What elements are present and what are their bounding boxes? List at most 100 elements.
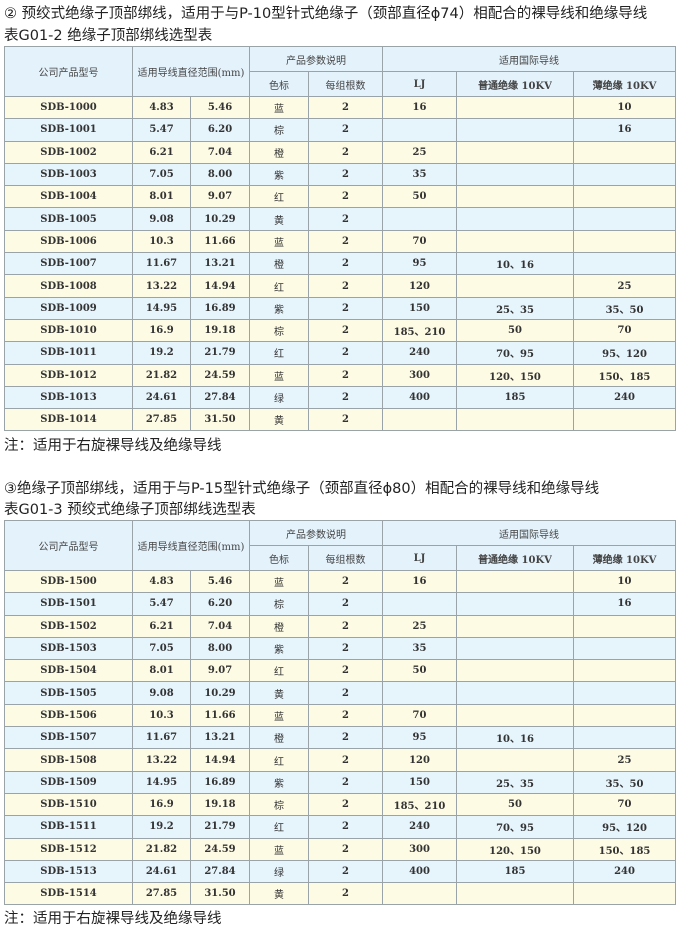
- header-thin: 薄绝缘 10KV: [572, 71, 677, 97]
- cell-normal-10kv: [456, 614, 574, 638]
- cell-range-min: 21.82: [132, 837, 191, 861]
- table-row: SDB-1511 19.2 21.79 红 2 240 70、95 95、120: [4, 815, 677, 839]
- cell-normal-10kv: [456, 162, 574, 187]
- cell-lj: [382, 118, 457, 142]
- cell-color: 棕: [249, 118, 309, 142]
- cell-model: SDB-1006: [4, 229, 133, 254]
- cell-range-min: 9.08: [132, 207, 191, 231]
- cell-color: 橙: [249, 726, 309, 750]
- cell-lj: 95: [382, 252, 457, 276]
- table-row: SDB-1513 24.61 27.84 绿 2 400 185 240: [4, 859, 677, 884]
- cell-model: SDB-1502: [4, 614, 133, 638]
- cell-model: SDB-1007: [4, 252, 133, 276]
- cell-range-min: 27.85: [132, 408, 191, 432]
- cell-thin-10kv: 35、50: [572, 296, 677, 320]
- header-count: 每组根数: [308, 545, 383, 571]
- section-heading: ③绝缘子顶部绑线，适用于与P-15型针式绝缘子（颈部直径ϕ80）相配合的裸导线和…: [4, 481, 600, 497]
- cell-range-min: 16.9: [132, 318, 191, 343]
- cell-range-max: 14.94: [190, 274, 250, 298]
- table-row: SDB-1503 7.05 8.00 紫 2 35: [4, 636, 677, 661]
- cell-lj: 25: [382, 614, 457, 638]
- cell-lj: 150: [382, 296, 457, 320]
- cell-color: 蓝: [249, 363, 309, 387]
- cell-thin-10kv: [572, 408, 677, 432]
- cell-count: 2: [308, 726, 383, 750]
- cell-lj: [382, 681, 457, 705]
- cell-range-max: 16.89: [190, 296, 250, 320]
- cell-range-min: 14.95: [132, 296, 191, 320]
- cell-lj: 240: [382, 815, 457, 839]
- cell-lj: 35: [382, 636, 457, 661]
- table-row: SDB-1014 27.85 31.50 黄 2: [4, 408, 677, 432]
- cell-lj: 120: [382, 274, 457, 298]
- cell-count: 2: [308, 118, 383, 142]
- cell-range-max: 5.46: [190, 569, 250, 594]
- cell-model: SDB-1004: [4, 185, 133, 209]
- cell-lj: [382, 882, 457, 906]
- header-color: 色标: [249, 545, 309, 571]
- header-row: 公司产品型号 适用导线直径范围(mm) 产品参数说明 适用国际导线: [4, 520, 677, 571]
- cell-range-min: 4.83: [132, 569, 191, 594]
- table-row: SDB-1002 6.21 7.04 橙 2 25: [4, 140, 677, 164]
- cell-normal-10kv: [456, 95, 574, 120]
- cell-range-min: 6.21: [132, 140, 191, 164]
- cell-count: 2: [308, 882, 383, 906]
- cell-range-min: 19.2: [132, 341, 191, 365]
- cell-thin-10kv: [572, 252, 677, 276]
- cell-normal-10kv: 120、150: [456, 363, 574, 387]
- cell-normal-10kv: 25、35: [456, 296, 574, 320]
- cell-range-min: 8.01: [132, 185, 191, 209]
- cell-lj: 240: [382, 341, 457, 365]
- cell-thin-10kv: 35、50: [572, 770, 677, 794]
- cell-range-min: 10.3: [132, 703, 191, 728]
- table-row: SDB-1505 9.08 10.29 黄 2: [4, 681, 677, 705]
- cell-thin-10kv: 70: [572, 318, 677, 343]
- table-row: SDB-1008 13.22 14.94 红 2 120 25: [4, 274, 677, 298]
- cell-normal-10kv: [456, 569, 574, 594]
- cell-range-min: 24.61: [132, 385, 191, 410]
- cell-model: SDB-1514: [4, 882, 133, 906]
- cell-normal-10kv: 10、16: [456, 252, 574, 276]
- cell-normal-10kv: [456, 140, 574, 164]
- cell-thin-10kv: [572, 726, 677, 750]
- table-row: SDB-1509 14.95 16.89 紫 2 150 25、35 35、50: [4, 770, 677, 794]
- cell-thin-10kv: 95、120: [572, 341, 677, 365]
- cell-range-min: 19.2: [132, 815, 191, 839]
- cell-range-max: 16.89: [190, 770, 250, 794]
- cell-count: 2: [308, 614, 383, 638]
- cell-count: 2: [308, 592, 383, 616]
- cell-normal-10kv: 10、16: [456, 726, 574, 750]
- cell-count: 2: [308, 792, 383, 817]
- cell-model: SDB-1505: [4, 681, 133, 705]
- cell-normal-10kv: 25、35: [456, 770, 574, 794]
- cell-color: 红: [249, 274, 309, 298]
- cell-range-max: 13.21: [190, 726, 250, 750]
- cell-color: 黄: [249, 408, 309, 432]
- header-params: 产品参数说明: [249, 46, 383, 72]
- cell-lj: 50: [382, 659, 457, 683]
- table-row: SDB-1003 7.05 8.00 紫 2 35: [4, 162, 677, 187]
- header-conductors: 适用国际导线: [381, 46, 677, 72]
- cell-model: SDB-1000: [4, 95, 133, 120]
- cell-model: SDB-1507: [4, 726, 133, 750]
- table-row: SDB-1508 13.22 14.94 红 2 120 25: [4, 748, 677, 772]
- cell-normal-10kv: [456, 882, 574, 906]
- table-row: SDB-1506 10.3 11.66 蓝 2 70: [4, 703, 677, 728]
- header-normal: 普通绝缘 10KV: [456, 545, 574, 571]
- cell-thin-10kv: [572, 882, 677, 906]
- cell-range-max: 19.18: [190, 792, 250, 817]
- cell-count: 2: [308, 636, 383, 661]
- cell-model: SDB-1510: [4, 792, 133, 817]
- cell-normal-10kv: [456, 185, 574, 209]
- header-lj: LJ: [382, 71, 457, 97]
- cell-model: SDB-1500: [4, 569, 133, 594]
- cell-count: 2: [308, 815, 383, 839]
- table-row: SDB-1010 16.9 19.18 棕 2 185、210 50 70: [4, 318, 677, 343]
- cell-range-max: 24.59: [190, 363, 250, 387]
- cell-model: SDB-1511: [4, 815, 133, 839]
- cell-lj: [382, 592, 457, 616]
- cell-range-max: 10.29: [190, 207, 250, 231]
- cell-lj: 16: [382, 569, 457, 594]
- table-row: SDB-1510 16.9 19.18 棕 2 185、210 50 70: [4, 792, 677, 817]
- cell-range-min: 14.95: [132, 770, 191, 794]
